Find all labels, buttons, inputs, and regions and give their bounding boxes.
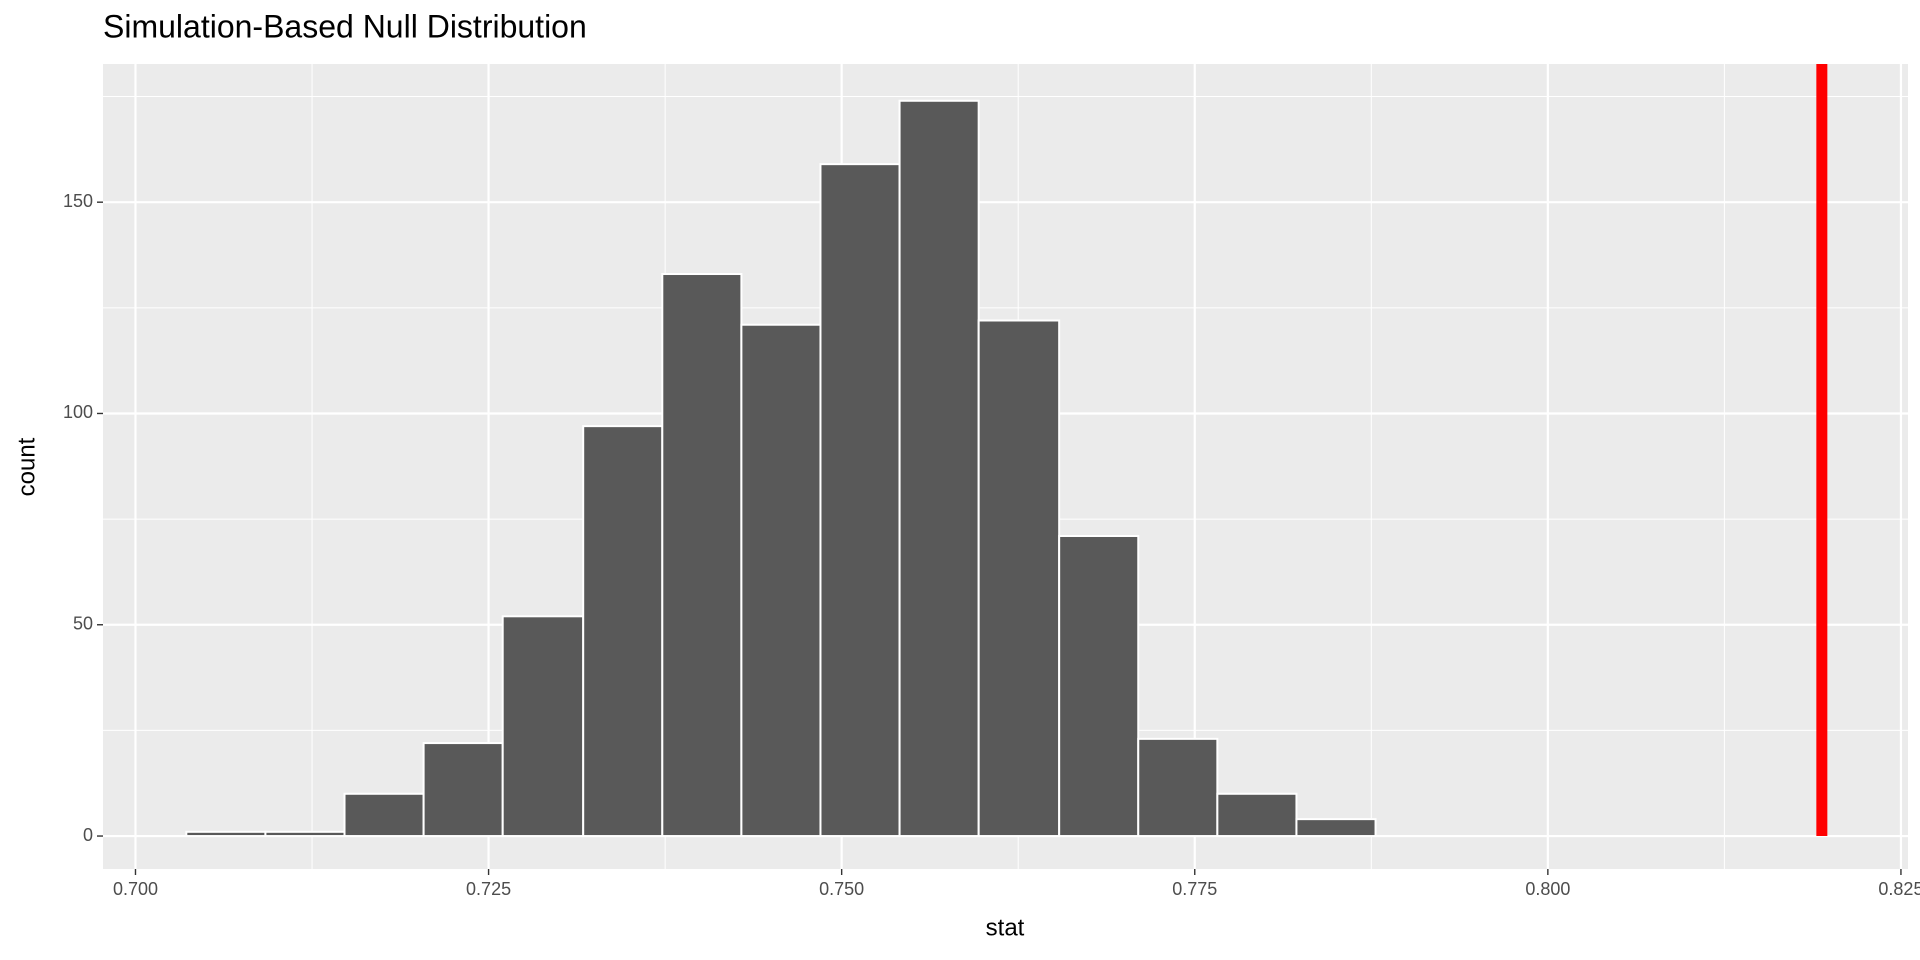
bar — [898, 99, 980, 838]
x-tick-label: 0.800 — [1525, 879, 1570, 899]
x-tick-label: 0.825 — [1878, 879, 1920, 899]
x-tick-label: 0.750 — [819, 879, 864, 899]
bar — [185, 830, 267, 838]
y-tick-label: 100 — [63, 402, 93, 422]
bar — [1058, 535, 1140, 838]
bar — [582, 425, 664, 838]
bar — [343, 792, 425, 838]
bar — [501, 615, 585, 838]
bar — [1295, 818, 1377, 838]
bar — [977, 319, 1061, 838]
y-tick-label: 0 — [83, 825, 93, 845]
x-tick-label: 0.725 — [466, 879, 511, 899]
x-axis-title: stat — [986, 914, 1025, 941]
bar — [422, 742, 504, 838]
y-axis-title: count — [13, 437, 40, 496]
bar — [264, 830, 346, 838]
x-tick-label: 0.775 — [1172, 879, 1217, 899]
bar — [661, 273, 743, 838]
bar — [819, 163, 901, 838]
bar — [740, 323, 822, 838]
x-tick-label: 0.700 — [113, 879, 158, 899]
bar — [1216, 792, 1298, 838]
chart-title: Simulation-Based Null Distribution — [103, 8, 587, 44]
bar — [1137, 737, 1219, 838]
y-tick-label: 50 — [73, 614, 93, 634]
y-tick-label: 150 — [63, 191, 93, 211]
